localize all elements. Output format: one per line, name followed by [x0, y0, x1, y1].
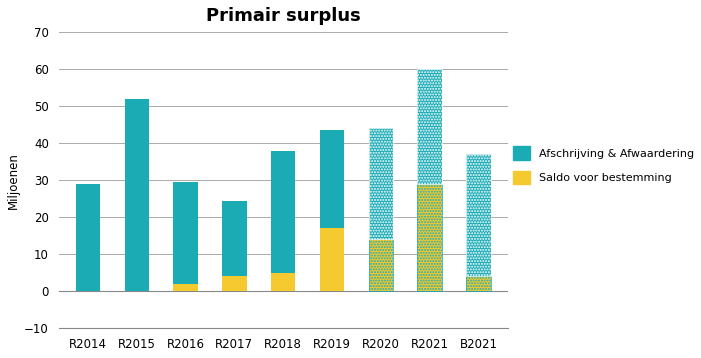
Bar — [418, 69, 442, 184]
Bar — [369, 129, 393, 240]
Bar — [418, 184, 442, 291]
Bar — [369, 240, 393, 291]
Bar — [222, 200, 247, 276]
Bar — [173, 284, 198, 291]
Y-axis label: Miljoenen: Miljoenen — [7, 152, 20, 209]
Bar — [271, 273, 295, 291]
Bar — [125, 99, 149, 291]
Bar — [466, 154, 491, 276]
Bar — [271, 151, 295, 273]
Bar — [369, 240, 393, 291]
Bar — [76, 184, 100, 291]
Title: Primair surplus: Primair surplus — [206, 7, 360, 25]
Bar — [466, 154, 491, 276]
Bar — [320, 130, 344, 228]
Bar — [466, 276, 491, 291]
Bar — [418, 184, 442, 291]
Bar — [222, 276, 247, 291]
Bar — [369, 129, 393, 240]
Bar — [418, 69, 442, 184]
Bar — [320, 228, 344, 291]
Legend: Afschrijving & Afwaardering, Saldo voor bestemming: Afschrijving & Afwaardering, Saldo voor … — [513, 146, 694, 184]
Bar — [173, 182, 198, 284]
Bar — [466, 276, 491, 291]
